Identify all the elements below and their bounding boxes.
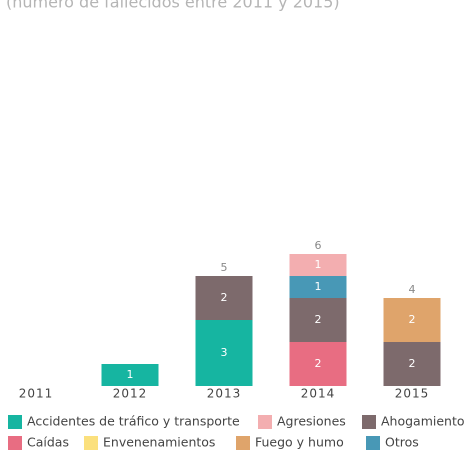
x-tick-label: 2012 bbox=[113, 387, 148, 401]
bar-segment bbox=[195, 276, 253, 320]
value-label: 3 bbox=[221, 346, 228, 359]
value-label: 2 bbox=[409, 313, 416, 326]
x-tick-label: 2013 bbox=[207, 387, 242, 401]
bar-segment bbox=[383, 298, 441, 342]
legend-label: Caídas bbox=[27, 435, 69, 450]
value-label: 1 bbox=[315, 280, 322, 293]
total-label: 6 bbox=[315, 239, 322, 252]
bar-segment bbox=[289, 254, 347, 276]
bar-segment bbox=[289, 342, 347, 386]
legend-swatch bbox=[362, 415, 376, 429]
total-label: 5 bbox=[221, 261, 228, 274]
total-label: 4 bbox=[409, 283, 416, 296]
legend-swatch bbox=[8, 415, 22, 429]
value-label: 2 bbox=[315, 313, 322, 326]
bar-segment bbox=[383, 342, 441, 386]
value-label: 2 bbox=[409, 357, 416, 370]
bar-segment bbox=[289, 276, 347, 298]
bar-segment bbox=[101, 364, 159, 386]
bar-segment bbox=[195, 320, 253, 386]
value-label: 2 bbox=[315, 357, 322, 370]
value-label: 1 bbox=[127, 368, 134, 381]
x-tick-label: 2014 bbox=[301, 387, 336, 401]
legend-label: Accidentes de tráfico y transporte bbox=[27, 414, 240, 429]
legend-swatch bbox=[366, 436, 380, 450]
legend-swatch bbox=[84, 436, 98, 450]
value-label: 2 bbox=[221, 291, 228, 304]
legend-label: Fuego y humo bbox=[255, 435, 344, 450]
legend-swatch bbox=[236, 436, 250, 450]
legend-label: Agresiones bbox=[277, 414, 346, 429]
bar-segment bbox=[289, 298, 347, 342]
value-label: 1 bbox=[315, 258, 322, 271]
x-tick-label: 2015 bbox=[395, 387, 430, 401]
legend-swatch bbox=[258, 415, 272, 429]
chart-subtitle: (número de fallecidos entre 2011 y 2015) bbox=[6, 0, 340, 12]
legend-swatch bbox=[8, 436, 22, 450]
legend-label: Envenenamientos bbox=[103, 435, 215, 450]
legend-label: Otros bbox=[385, 435, 419, 450]
x-tick-label: 2011 bbox=[19, 387, 54, 401]
legend-label: Ahogamiento bbox=[381, 414, 465, 429]
